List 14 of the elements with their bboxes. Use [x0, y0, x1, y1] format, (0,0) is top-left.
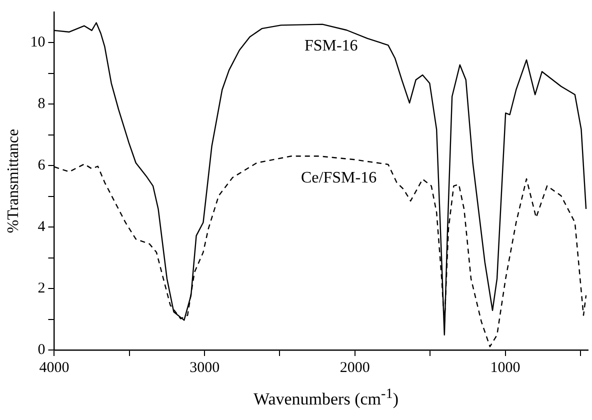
y-tick-label: 10 — [30, 34, 46, 51]
y-tick-label: 2 — [38, 280, 46, 296]
x-tick-label: 3000 — [190, 360, 220, 376]
y-axis-title: %Transmittance — [4, 128, 22, 234]
series-label: FSM-16 — [304, 37, 358, 54]
y-tick-label: 8 — [38, 96, 46, 112]
y-tick-label: 0 — [38, 342, 46, 358]
y-tick-label: 4 — [38, 219, 46, 236]
x-tick-label: 4000 — [39, 360, 70, 376]
x-axis-title: Wavenumbers (cm$^{-1}$) — [252, 386, 400, 410]
x-tick-label: 2000 — [340, 360, 370, 376]
x-tick-label: 1000 — [490, 360, 520, 376]
series-label: Ce/FSM-16 — [300, 169, 377, 186]
y-tick-label: 6 — [38, 158, 46, 174]
